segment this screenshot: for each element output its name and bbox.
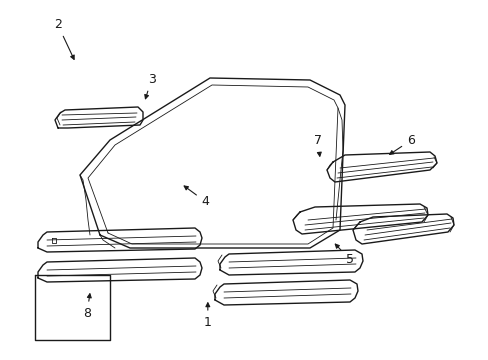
Text: 5: 5 [335,244,353,266]
Text: 8: 8 [83,294,91,320]
Text: 6: 6 [389,134,414,154]
Text: 7: 7 [313,134,321,156]
Text: 3: 3 [144,73,155,99]
Text: 1: 1 [203,303,211,329]
Text: 4: 4 [184,186,209,208]
Text: 2: 2 [54,18,74,59]
